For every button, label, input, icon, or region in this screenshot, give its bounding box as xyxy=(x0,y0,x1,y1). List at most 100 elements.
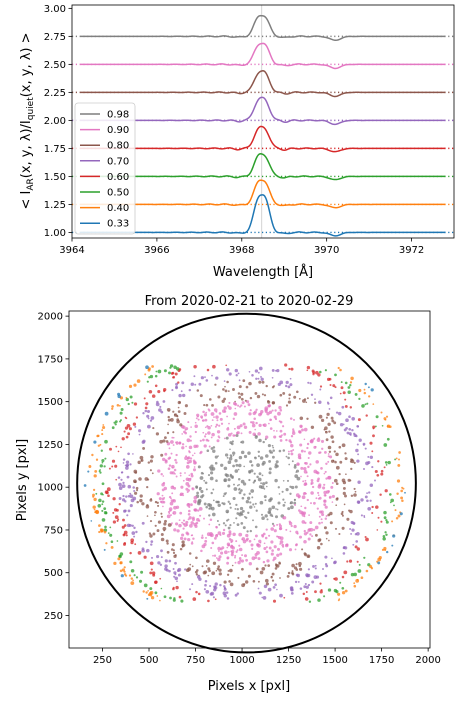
scatter-point xyxy=(323,472,326,475)
scatter-point xyxy=(384,461,388,464)
scatter-point xyxy=(238,512,243,517)
scatter-point xyxy=(218,568,222,572)
scatter-point xyxy=(246,400,250,404)
scatter-point xyxy=(307,583,311,587)
scatter-point xyxy=(150,596,155,600)
scatter-point xyxy=(260,513,264,516)
scatter-point xyxy=(285,488,289,492)
scatter-point xyxy=(250,464,254,467)
scatter-point xyxy=(334,373,337,377)
bottom-y-axis-label: Pixels y [pxl] xyxy=(15,439,30,522)
scatter-point xyxy=(121,437,125,441)
scatter-point xyxy=(193,444,197,449)
scatter-point xyxy=(226,533,231,538)
scatter-point xyxy=(282,391,286,395)
scatter-point xyxy=(225,368,230,372)
scatter-point xyxy=(206,449,210,452)
scatter-point xyxy=(227,569,230,572)
scatter-point xyxy=(196,389,200,392)
scatter-point xyxy=(210,591,215,596)
scatter-point xyxy=(218,424,221,427)
scatter-point xyxy=(334,386,337,389)
scatter-point xyxy=(364,403,367,406)
scatter-point xyxy=(208,523,211,526)
scatter-point xyxy=(387,460,391,465)
scatter-point xyxy=(169,364,174,368)
scatter-point xyxy=(315,497,318,500)
scatter-point xyxy=(247,403,251,407)
scatter-point xyxy=(178,393,182,398)
scatter-point xyxy=(170,440,174,444)
scatter-point xyxy=(210,464,214,468)
scatter-point xyxy=(210,491,213,495)
scatter-point xyxy=(90,520,93,522)
scatter-point xyxy=(264,536,268,540)
bottom-scatter-points xyxy=(83,363,406,603)
scatter-point xyxy=(313,437,316,440)
scatter-point xyxy=(318,515,321,518)
scatter-point xyxy=(188,388,192,392)
scatter-point xyxy=(94,470,98,473)
scatter-point xyxy=(309,382,312,385)
scatter-point xyxy=(121,471,124,474)
scatter-point xyxy=(353,461,356,464)
scatter-point xyxy=(119,420,122,423)
scatter-point xyxy=(272,455,275,459)
scatter-point xyxy=(243,554,248,558)
scatter-point xyxy=(325,438,329,442)
scatter-point xyxy=(226,511,229,514)
scatter-point xyxy=(234,407,237,410)
scatter-point xyxy=(189,439,192,442)
scatter-point xyxy=(363,388,366,391)
scatter-point xyxy=(308,451,312,455)
scatter-point xyxy=(224,453,229,457)
scatter-point xyxy=(224,587,226,590)
scatter-point xyxy=(223,585,226,588)
series-line-0.98 xyxy=(80,14,446,42)
scatter-point xyxy=(127,494,131,498)
scatter-point xyxy=(261,533,264,537)
scatter-point xyxy=(343,503,346,506)
scatter-point xyxy=(229,448,231,451)
scatter-point xyxy=(193,466,196,468)
scatter-point xyxy=(318,521,321,525)
scatter-point xyxy=(321,447,324,450)
scatter-point xyxy=(335,482,339,486)
scatter-point xyxy=(324,505,328,509)
scatter-point xyxy=(164,460,168,464)
scatter-point xyxy=(173,505,177,510)
scatter-point xyxy=(304,597,309,601)
scatter-point xyxy=(227,544,230,547)
scatter-point xyxy=(301,548,304,551)
scatter-point xyxy=(381,424,384,427)
scatter-point xyxy=(190,457,193,460)
scatter-point xyxy=(245,385,249,389)
scatter-point xyxy=(320,518,323,521)
scatter-point xyxy=(314,525,319,530)
scatter-point xyxy=(257,455,260,458)
scatter-point xyxy=(398,451,401,454)
scatter-point xyxy=(270,540,274,544)
scatter-point xyxy=(245,516,248,519)
scatter-point xyxy=(231,442,234,446)
scatter-point xyxy=(306,369,309,372)
scatter-point xyxy=(319,388,322,391)
scatter-point xyxy=(307,381,310,384)
scatter-point xyxy=(311,369,315,373)
scatter-point xyxy=(120,478,123,481)
top-y-axis-label: < IAR(x, y, λ)/Iquiet(x, y, λ) > xyxy=(19,32,36,209)
scatter-point xyxy=(233,483,235,486)
scatter-point xyxy=(238,455,243,460)
scatter-point xyxy=(282,425,285,428)
scatter-point xyxy=(171,471,175,475)
scatter-point xyxy=(323,490,327,495)
scatter-point xyxy=(281,434,283,436)
scatter-point xyxy=(229,582,234,587)
scatter-point xyxy=(121,484,126,488)
scatter-point xyxy=(309,463,312,466)
scatter-point xyxy=(181,446,185,450)
scatter-point xyxy=(324,426,328,430)
scatter-point xyxy=(323,526,327,530)
scatter-point xyxy=(209,476,214,481)
scatter-point xyxy=(383,443,388,447)
